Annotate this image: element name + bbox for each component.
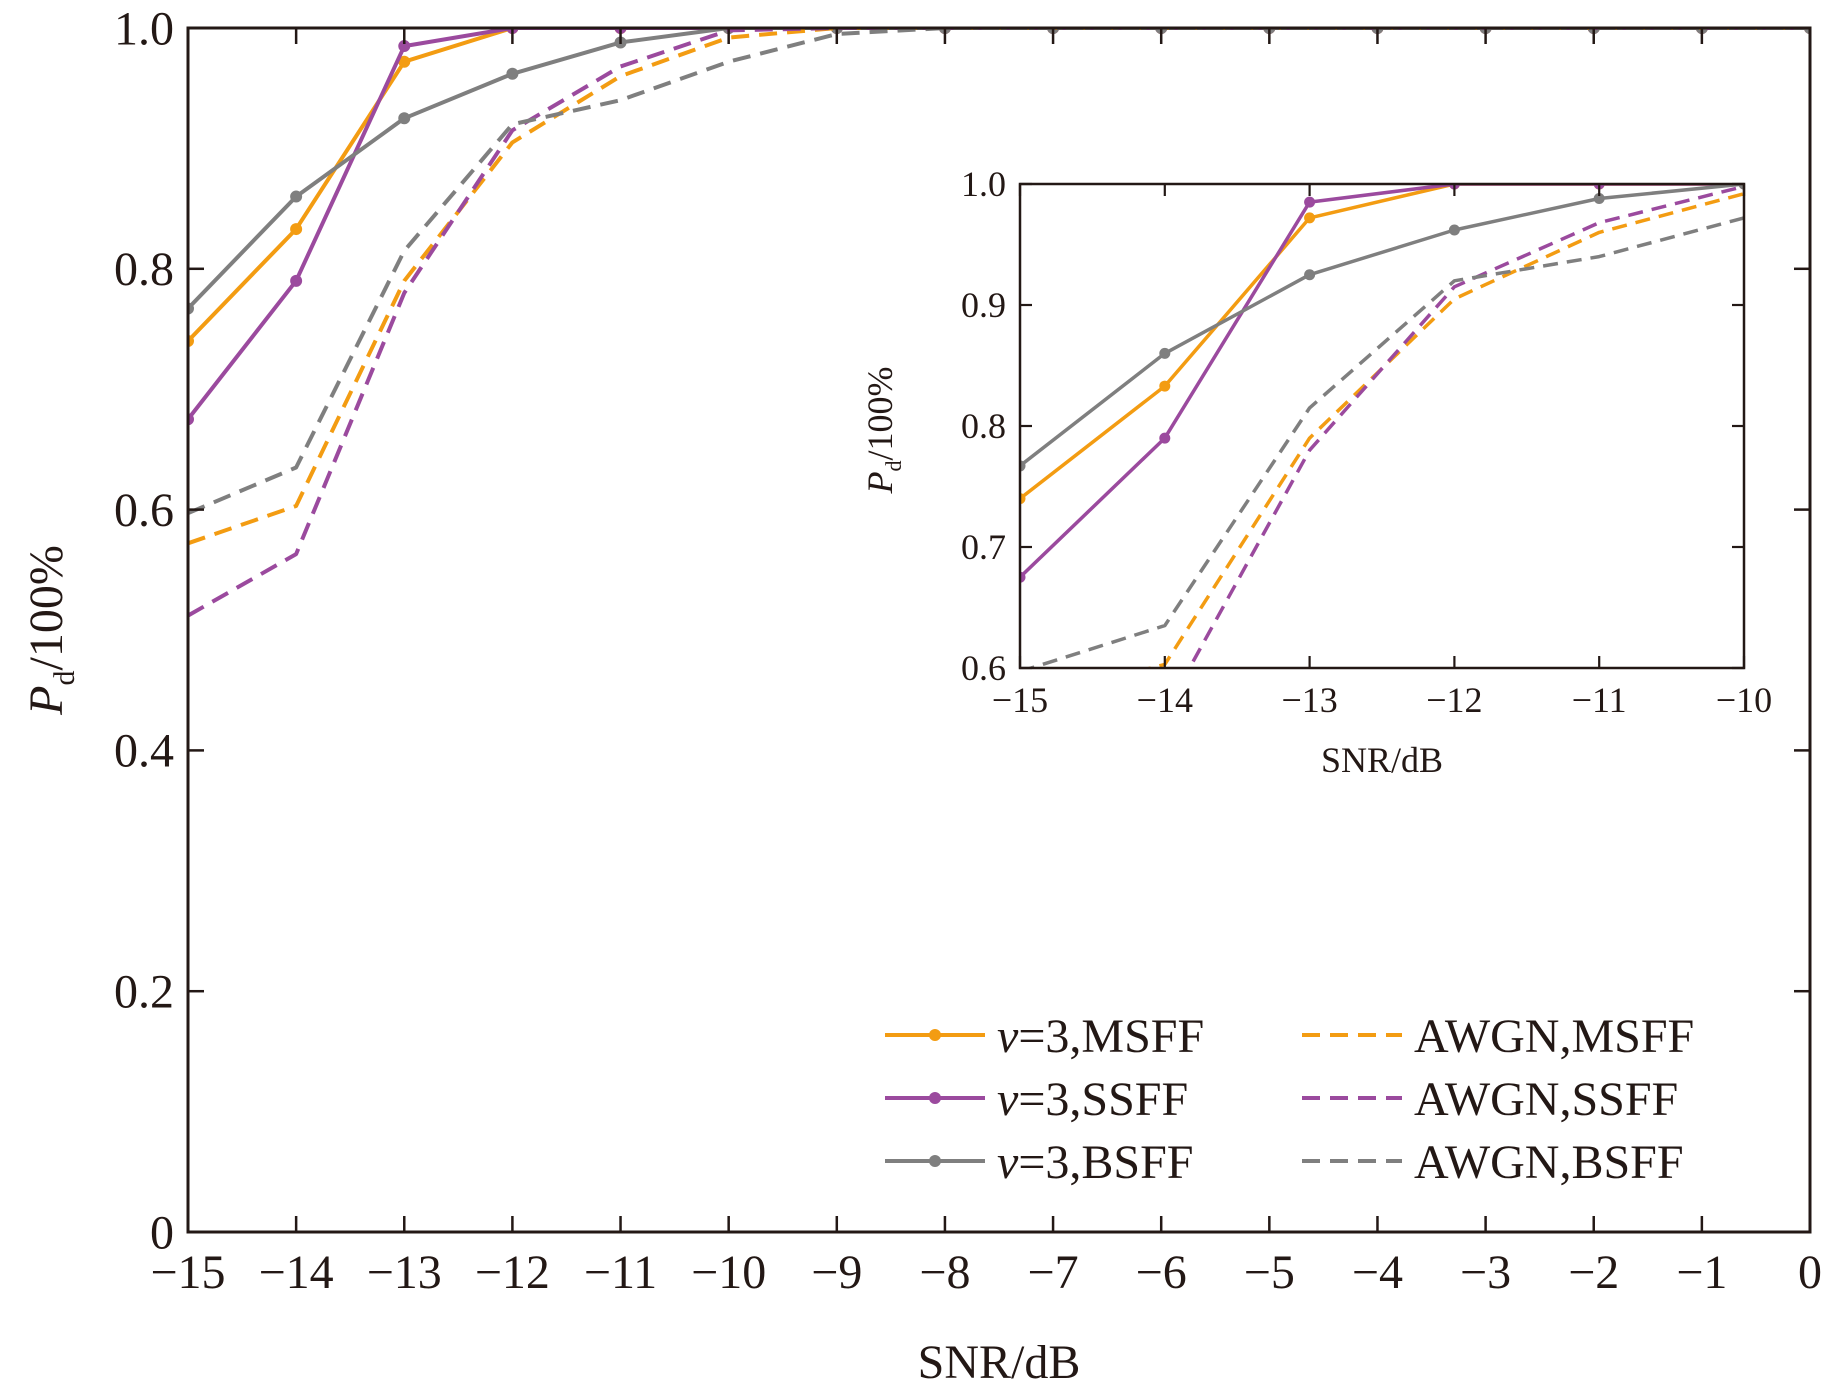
main-series-2-point (290, 190, 303, 203)
inset-series-2-point (1304, 269, 1316, 281)
inset-y-axis: 0.6 0.7 0.8 0.9 1.0 (961, 164, 1744, 688)
legend-label-0: v=3,MSFF (997, 1010, 1204, 1063)
inset-x-axis-title: SNR/dB (1321, 740, 1443, 780)
legend-label-2: v=3,BSFF (997, 1136, 1193, 1189)
legend-label-4: AWGN,SSFF (1414, 1073, 1678, 1126)
inset-y-axis-title: Pd/100% (860, 367, 906, 495)
inset-y-tick-label: 1.0 (961, 164, 1006, 204)
inset-plot: −15 −14 −13 −12 −11 −10 0.6 0.7 0.8 0.9 1.0 SNR/d… (860, 164, 1772, 780)
inset-series-1-point (1159, 432, 1171, 444)
main-x-tick-label: −6 (1136, 1246, 1187, 1299)
main-x-tick-label: −10 (691, 1246, 766, 1299)
legend-label-5: AWGN,BSFF (1414, 1136, 1684, 1189)
main-x-tick-label: −8 (919, 1246, 970, 1299)
main-x-tick-label: −3 (1460, 1246, 1511, 1299)
inset-series-0-point (1020, 493, 1026, 505)
inset-series-0-point (1304, 212, 1316, 224)
legend-label-3: AWGN,MSFF (1414, 1010, 1694, 1063)
main-y-axis: 0 0.2 0.4 0.6 0.8 1.0 (114, 2, 1810, 1259)
main-x-tick-label: −11 (584, 1246, 657, 1299)
main-x-tick-label: −14 (259, 1246, 334, 1299)
inset-series-2-point (1593, 193, 1605, 205)
main-x-tick-label: −13 (367, 1246, 442, 1299)
inset-series-1-point (1304, 196, 1316, 208)
main-plot: −15 −14 −13 −12 −11 −10 −9 −8 −7 −6 −5 −4 −3 −2 −1 0 00… (20, 2, 1822, 1389)
inset-series-line-5 (1025, 216, 1744, 668)
inset-series-0-point (1159, 380, 1171, 392)
inset-y-axis-title-main: P (860, 472, 900, 495)
inset-x-tick-label: −14 (1137, 680, 1193, 720)
main-x-tick-label: −2 (1568, 1246, 1619, 1299)
main-x-axis: −15 −14 −13 −12 −11 −10 −9 −8 −7 −6 −5 −4 −3 −2 −1 0 (150, 28, 1822, 1299)
inset-x-axis: −15 −14 −13 −12 −11 −10 (992, 184, 1772, 720)
main-y-tick-label: 0.6 (114, 484, 174, 537)
inset-series-group (1020, 184, 1744, 668)
inset-series-line-1 (1020, 184, 1744, 579)
main-plot-frame (186, 26, 1812, 1234)
legend: v=3,MSFF v=3,SSFF v=3,BSFF AWGN,MSFF AWGN,SS… (885, 1010, 1694, 1189)
main-series-line-0 (188, 28, 1810, 343)
main-series-0-point (290, 223, 303, 236)
main-y-tick-label: 1.0 (114, 2, 174, 55)
inset-y-tick-label: 0.8 (961, 406, 1006, 446)
main-x-tick-label: −1 (1676, 1246, 1727, 1299)
inset-x-tick-label: −11 (1572, 680, 1627, 720)
inset-x-tick-label: −12 (1426, 680, 1482, 720)
inset-y-tick-label: 0.6 (961, 648, 1006, 688)
main-y-axis-title: Pd/100% (20, 545, 81, 716)
main-y-tick-label: 0.8 (114, 243, 174, 296)
main-x-tick-label: −12 (475, 1246, 550, 1299)
inset-series-line-4 (1187, 184, 1744, 668)
legend-marker-2 (929, 1155, 941, 1167)
inset-y-axis-title-suffix: /100% (860, 367, 900, 461)
main-series-line-4 (188, 28, 1810, 618)
legend-marker-0 (929, 1029, 941, 1041)
inset-background (1020, 184, 1744, 668)
inset-x-tick-label: −10 (1716, 680, 1772, 720)
inset-y-tick-label: 0.7 (961, 527, 1006, 567)
main-x-axis-title: SNR/dB (918, 1336, 1081, 1389)
main-x-tick-label: −15 (150, 1246, 225, 1299)
main-series-1-point (290, 274, 303, 287)
inset-series-2-point (1738, 184, 1744, 190)
inset-series-line-2 (1020, 184, 1744, 468)
inset-series-1-point (1020, 571, 1026, 583)
inset-series-line-0 (1020, 184, 1744, 500)
inset-x-tick-label: −15 (992, 680, 1048, 720)
inset-y-axis-title-sub: d (881, 461, 906, 472)
main-y-tick-label: 0 (150, 1206, 174, 1259)
main-series-0-point (398, 55, 411, 68)
inset-series-2-point (1448, 224, 1460, 236)
main-x-tick-label: 0 (1798, 1246, 1822, 1299)
main-series-2-point (398, 112, 411, 125)
legend-label-1: v=3,SSFF (997, 1073, 1188, 1126)
inset-x-tick-label: −13 (1281, 680, 1337, 720)
legend-marker-1 (929, 1092, 941, 1104)
main-y-axis-title-main: P (20, 686, 73, 716)
inset-y-tick-label: 0.9 (961, 285, 1006, 325)
main-x-tick-label: −9 (811, 1246, 862, 1299)
inset-series-2-point (1020, 460, 1026, 472)
main-x-tick-label: −4 (1352, 1246, 1403, 1299)
main-series-line-2 (188, 28, 1810, 310)
inset-series-2-point (1159, 347, 1171, 359)
main-y-axis-title-suffix: /100% (20, 545, 73, 670)
main-series-line-1 (188, 28, 1810, 421)
main-y-tick-label: 0.2 (114, 966, 174, 1019)
main-series-2-point (506, 67, 519, 80)
main-y-axis-title-sub: d (48, 671, 81, 686)
main-x-tick-label: −5 (1244, 1246, 1295, 1299)
main-y-tick-label: 0.4 (114, 725, 174, 778)
main-x-tick-label: −7 (1028, 1246, 1079, 1299)
main-series-1-point (398, 40, 411, 53)
